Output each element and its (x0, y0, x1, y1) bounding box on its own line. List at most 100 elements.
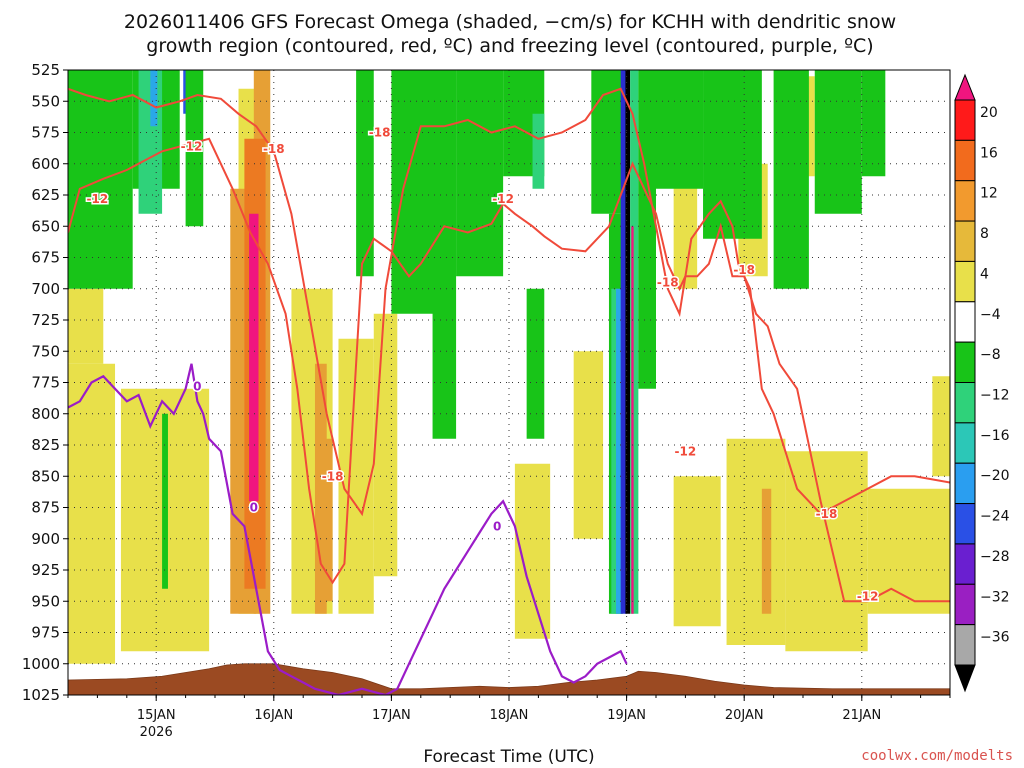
omega-region-green (703, 70, 762, 239)
x-tick-year-label: 2026 (140, 725, 173, 740)
colorbar-label: −24 (980, 509, 1010, 525)
y-tick-label: 900 (31, 530, 60, 548)
chart-title-line2: growth region (contoured, red, ºC) and f… (146, 35, 873, 57)
colorbar-swatch (954, 301, 976, 343)
omega-region-green (773, 70, 809, 289)
y-tick-label: 625 (31, 186, 60, 204)
dgz-contour-label: -18 (816, 507, 838, 521)
dgz-contour-label: -12 (492, 192, 514, 206)
dgz-contour-label: -18 (322, 469, 344, 483)
x-tick-label: 19JAN (607, 708, 646, 723)
x-axis-label: Forecast Time (UTC) (423, 747, 594, 767)
omega-region-yellow (785, 451, 868, 652)
colorbar-label: 12 (980, 186, 998, 202)
y-tick-label: 1000 (22, 655, 60, 673)
colorbar-swatch (954, 503, 976, 545)
omega-region-green (185, 70, 204, 227)
dotted-grid (68, 70, 950, 695)
omega-region-green (861, 70, 886, 177)
colorbar-label: −36 (980, 630, 1010, 646)
colorbar-bottom-arrow (954, 664, 976, 693)
colorbar-label: 4 (980, 266, 989, 282)
dgz-contour-label: -18 (657, 276, 679, 290)
colorbar-swatch (954, 543, 976, 585)
colorbar-label: −20 (980, 468, 1010, 484)
site-credit: coolwx.com/modelts (861, 748, 1013, 764)
x-tick-label: 20JAN (725, 708, 764, 723)
omega-region-yellow (673, 476, 721, 627)
x-tick-label: 18JAN (490, 708, 529, 723)
y-tick-label: 750 (31, 342, 60, 360)
y-tick-label: 650 (31, 217, 60, 235)
x-tick-label: 21JAN (842, 708, 881, 723)
dgz-contour--12 (68, 137, 950, 603)
x-tick-label: 17JAN (372, 708, 411, 723)
omega-region-yellow (68, 288, 104, 364)
colorbar-label: 20 (980, 105, 998, 121)
colorbar-swatch (954, 624, 976, 666)
omega-region-green (814, 70, 862, 214)
omega-region-green (526, 288, 545, 439)
y-tick-label: 725 (31, 311, 60, 329)
omega-region-teal (532, 113, 545, 189)
colorbar-label: −12 (980, 388, 1010, 404)
omega-region-green (162, 413, 168, 589)
colorbar-label: 8 (980, 226, 989, 242)
colorbar-swatch (954, 99, 976, 141)
colorbar-swatch (954, 422, 976, 464)
y-tick-label: 800 (31, 405, 60, 423)
y-axis-pressure-ticks: 525 550 575 600 625 650 675 700 725 750 775 800 825 8… (22, 61, 68, 704)
terrain-fill (68, 663, 950, 695)
y-tick-label: 600 (31, 155, 60, 173)
omega-region-cyan (150, 70, 158, 127)
omega-region-orange (761, 488, 772, 614)
contour-label-layer: -12 -12 -12 -12 -12 -18 -18 -18 -18 -18 -18 0 0 0 (85, 124, 880, 605)
dgz-contour-label: -12 (857, 589, 879, 603)
colorbar-label: −4 (980, 307, 1001, 323)
dgz-contour-label: -18 (733, 263, 755, 277)
colorbar-label: −8 (980, 347, 1001, 363)
freezing-level-label: 0 (493, 519, 501, 533)
y-tick-label: 675 (31, 249, 60, 267)
omega-region-green (456, 70, 504, 277)
contour-layer (68, 87, 950, 695)
dgz-contour-label: -18 (263, 142, 285, 156)
dgz-contour-label: -12 (181, 139, 203, 153)
omega-colorbar: 20 16 12 8 4 −4 −8 −12 −16 −20 −24 −28 −32 −36 (954, 73, 1010, 693)
colorbar-swatch (954, 382, 976, 424)
colorbar-swatch (954, 462, 976, 505)
colorbar-swatch (954, 220, 976, 262)
freezing-level-label: 0 (250, 501, 258, 515)
omega-region-green (638, 70, 656, 389)
colorbar-swatch (954, 180, 976, 222)
omega-region-magenta (249, 213, 259, 502)
omega-region-yellow (373, 313, 398, 577)
omega-region-yellow (68, 363, 116, 664)
colorbar-label: −28 (980, 549, 1010, 565)
x-tick-label: 16JAN (254, 708, 293, 723)
y-tick-label: 825 (31, 436, 60, 454)
colorbar-label: 16 (980, 145, 998, 161)
omega-region-teal (630, 70, 639, 614)
y-tick-label: 700 (31, 280, 60, 298)
y-tick-label: 950 (31, 592, 60, 610)
colorbar-swatch (954, 260, 976, 303)
y-tick-label: 975 (31, 624, 60, 642)
colorbar-label: −32 (980, 589, 1010, 605)
x-tick-label: 15JAN (137, 708, 176, 723)
freezing-level-label: 0 (193, 379, 201, 393)
y-tick-label: 875 (31, 499, 60, 517)
dgz-contour-label: -12 (675, 444, 697, 458)
x-axis-time-ticks: 15JAN 2026 16JAN 17JAN 18JAN 19JAN 20JAN 21JAN (67, 695, 951, 740)
y-tick-label: 850 (31, 467, 60, 485)
omega-region-darkblue (620, 70, 627, 614)
y-tick-label: 1025 (22, 686, 60, 704)
omega-region-magenta (631, 226, 634, 614)
y-tick-label: 550 (31, 92, 60, 110)
colorbar-swatch (954, 583, 976, 626)
dgz-contour--18 (68, 87, 950, 517)
omega-region-green (656, 70, 704, 189)
omega-region-yellow (932, 376, 950, 477)
omega-region-cyan (616, 288, 622, 614)
dgz-contour-label: -18 (369, 126, 391, 140)
